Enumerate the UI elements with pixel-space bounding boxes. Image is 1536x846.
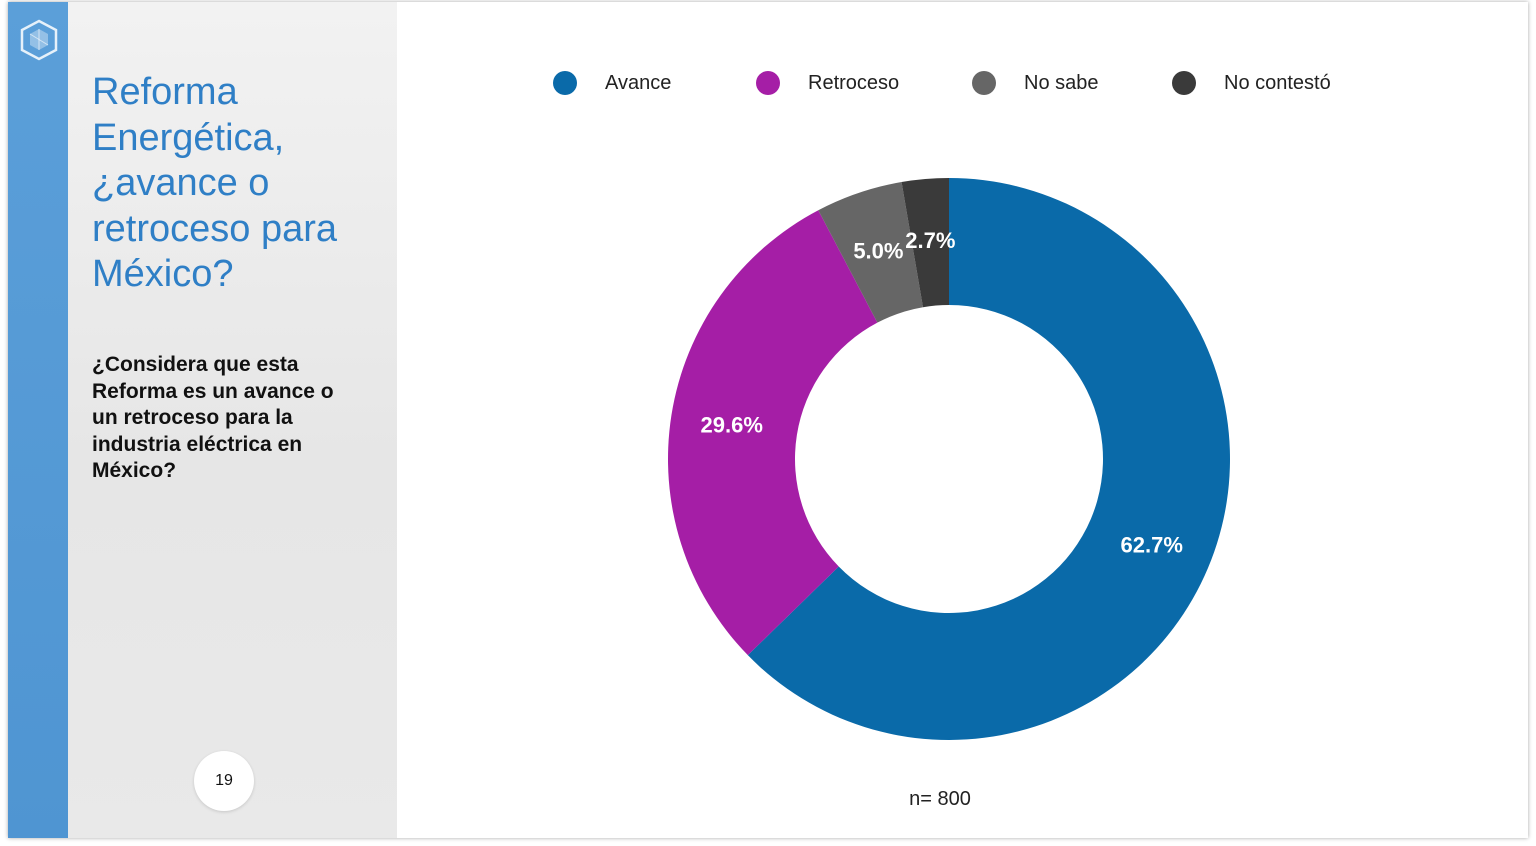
donut-slice-no-sabe (818, 182, 923, 323)
legend-label: Retroceso (808, 71, 900, 94)
slice-value-label: 5.0% (853, 239, 903, 264)
left-accent-stripe (8, 2, 68, 838)
legend-swatch (1172, 71, 1196, 95)
slice-value-label: 29.6% (701, 413, 763, 438)
donut-slice-no-contestó (901, 178, 949, 308)
slide (8, 2, 1528, 838)
legend-swatch (756, 71, 780, 95)
legend-item-no-sabe: No sabe (972, 69, 1099, 97)
legend-swatch (972, 71, 996, 95)
slide-title: Reforma Energética, ¿avance o retroceso … (92, 71, 338, 295)
page-number-badge: 19 (194, 751, 254, 811)
donut-slice-retroceso (667, 210, 878, 656)
legend-label: Avance (605, 71, 672, 94)
legend-swatch (553, 71, 577, 95)
legend-item-retroceso: Retroceso (756, 69, 899, 97)
legend-label: No contestó (1224, 71, 1331, 94)
legend-item-avance: Avance (553, 69, 671, 97)
legend-label: No sabe (1024, 71, 1099, 94)
sample-size-note: n= 800 (909, 788, 971, 810)
slice-value-label: 62.7% (1121, 532, 1183, 557)
side-panel (68, 2, 397, 838)
legend-item-no-contesto: No contestó (1172, 69, 1331, 97)
slice-value-label: 2.7% (905, 228, 955, 253)
survey-question: ¿Considera que esta Reforma es un avance… (92, 353, 334, 482)
donut-slice-avance (747, 178, 1230, 741)
hexagon-logo-icon (20, 19, 58, 61)
